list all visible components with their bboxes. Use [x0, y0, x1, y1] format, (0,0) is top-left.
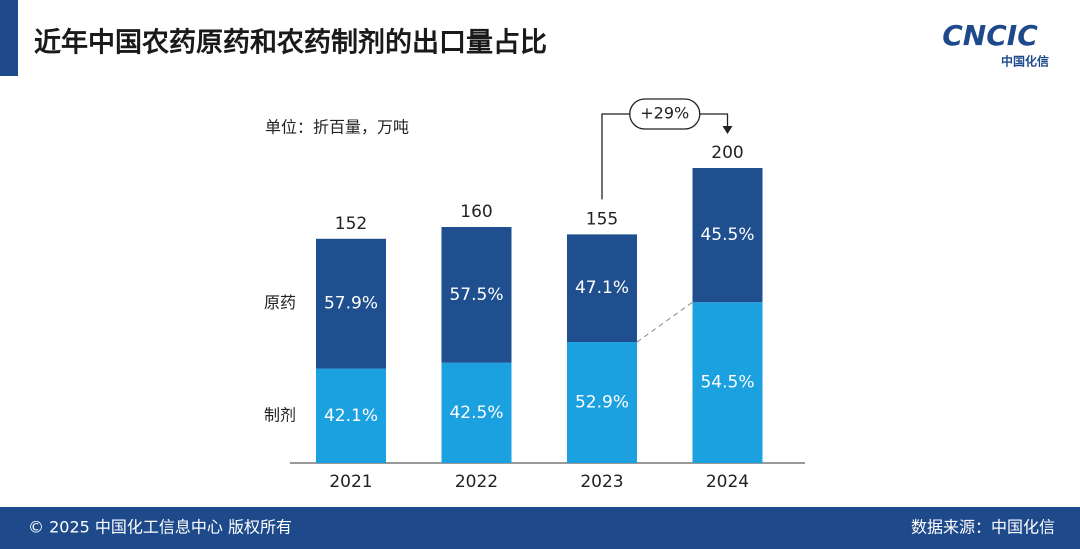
- value-label: 47.1%: [575, 278, 629, 298]
- value-label: 45.5%: [700, 225, 754, 245]
- bar-segment: [316, 238, 386, 369]
- series-label: 制剂: [264, 405, 296, 424]
- title-accent: [0, 0, 18, 76]
- footer-left: © 2025 中国化工信息中心 版权所有: [28, 518, 292, 537]
- x-tick-label: 2024: [706, 472, 749, 492]
- value-label: 52.9%: [575, 393, 629, 413]
- bar-segment: [441, 362, 512, 463]
- footer-right: 数据来源：中国化信: [911, 518, 1055, 537]
- footer-band: [0, 507, 1080, 549]
- unit-note: 单位：折百量，万吨: [265, 118, 409, 137]
- bar-segment: [316, 368, 386, 463]
- bar-segment: [441, 227, 512, 363]
- bar-segment: [567, 342, 637, 463]
- x-tick-label: 2022: [455, 472, 498, 492]
- total-label: 152: [335, 214, 367, 234]
- bar-segment: [692, 168, 763, 303]
- arrow-head: [722, 126, 733, 134]
- value-label: 57.9%: [324, 294, 378, 314]
- series-label: 原药: [264, 293, 296, 312]
- bar-segment: [567, 234, 637, 343]
- annotation: +29%: [640, 104, 689, 123]
- value-label: 57.5%: [449, 285, 503, 305]
- value-label: 54.5%: [700, 373, 754, 393]
- total-label: 155: [586, 209, 618, 229]
- x-tick-label: 2023: [580, 472, 623, 492]
- chart-title: 近年中国农药原药和农药制剂的出口量占比: [34, 27, 547, 59]
- annotation-box: [629, 98, 701, 130]
- total-label: 200: [711, 143, 743, 163]
- x-tick-label: 2021: [329, 472, 372, 492]
- value-label: 42.5%: [449, 403, 503, 423]
- connector: [636, 301, 693, 343]
- logo-sub: 中国化信: [1001, 54, 1049, 69]
- bar-segment: [692, 302, 763, 463]
- logo: CNCIC: [942, 19, 1038, 52]
- total-label: 160: [460, 202, 492, 222]
- value-label: 42.1%: [324, 406, 378, 426]
